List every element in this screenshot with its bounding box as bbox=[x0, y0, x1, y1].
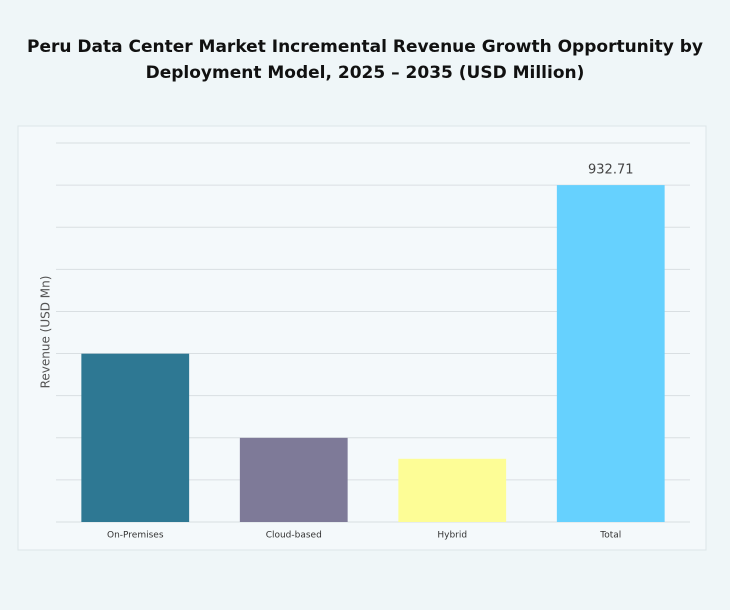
bar bbox=[239, 437, 348, 522]
x-tick-label: Total bbox=[599, 531, 621, 541]
bar bbox=[398, 458, 507, 522]
x-tick-label: Cloud-based bbox=[266, 531, 322, 541]
y-axis-label: Revenue (USD Mn) bbox=[39, 276, 53, 389]
x-tick-label: On-Premises bbox=[107, 531, 164, 541]
chart-title: Deployment Model, 2025 – 2035 (USD Milli… bbox=[146, 63, 585, 83]
bar bbox=[556, 185, 665, 522]
chart-title: Peru Data Center Market Incremental Reve… bbox=[27, 37, 703, 57]
bar bbox=[81, 353, 190, 522]
data-label: 932.71 bbox=[588, 163, 634, 178]
x-tick-label: Hybrid bbox=[437, 531, 467, 541]
